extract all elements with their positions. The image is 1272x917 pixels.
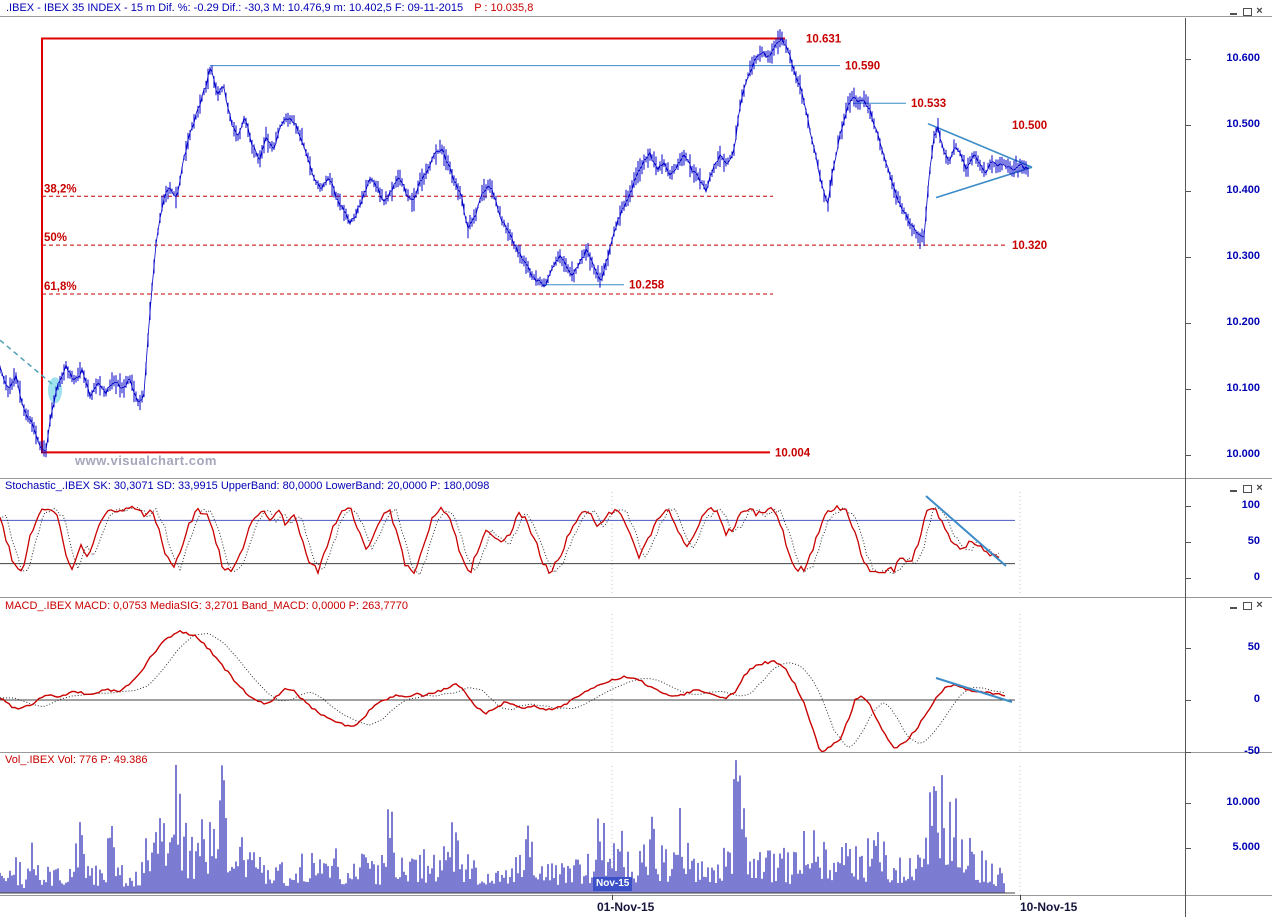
axis-tick-label: 10.300 xyxy=(1226,250,1260,262)
axis-tick-mark xyxy=(1186,803,1191,804)
fib-label: 61,8% xyxy=(44,281,77,293)
axis-tick-label: 5.000 xyxy=(1232,841,1260,853)
fib-label: 50% xyxy=(44,232,67,244)
stochastic-indicator-label: Stochastic_.IBEX SK: 30,3071 SD: 33,9915… xyxy=(5,480,490,492)
stoch-sk-series xyxy=(0,504,1000,576)
macd-trendline xyxy=(935,677,1013,703)
volume-indicator-label: Vol_.IBEX Vol: 776 P: 49.386 xyxy=(5,754,148,766)
level-label: 10.631 xyxy=(806,34,842,46)
axis-tick-mark xyxy=(1186,389,1191,390)
maximize-icon[interactable] xyxy=(1242,484,1252,493)
price-series xyxy=(0,29,1029,458)
level-label: 10.533 xyxy=(911,98,946,110)
volume-bars xyxy=(0,760,1005,893)
axis-tick-mark xyxy=(1186,323,1191,324)
macd-indicator-label: MACD_.IBEX MACD: 0,0753 MediaSIG: 3,2701… xyxy=(5,600,408,612)
axis-tick-mark xyxy=(1186,506,1191,507)
date-label: 10-Nov-15 xyxy=(1020,900,1078,914)
axis-tick-label: 0 xyxy=(1253,571,1260,583)
level-label: 10.320 xyxy=(1012,240,1047,252)
main-panel-window-controls: × xyxy=(1229,4,1264,17)
panel-separator xyxy=(0,895,1272,896)
axis-tick-label: -50 xyxy=(1244,745,1260,757)
range-box xyxy=(41,37,785,454)
chart-title-bar: .IBEX - IBEX 35 INDEX - 15 m Dif. %: -0.… xyxy=(0,0,1272,17)
minimize-icon[interactable] xyxy=(1229,484,1238,493)
panel-separator xyxy=(0,478,1272,479)
maximize-icon[interactable] xyxy=(1242,601,1252,610)
level-label: 10.258 xyxy=(629,280,665,292)
close-icon[interactable]: × xyxy=(1256,598,1263,611)
axis-tick-label: 10.600 xyxy=(1226,52,1260,64)
minimize-icon[interactable] xyxy=(1229,601,1238,610)
price-axis-strip[interactable]: 10.600 10.500 10.400 10.300 10.200 10.100 10.0… xyxy=(1186,0,1272,917)
stoch-trendline xyxy=(925,495,1007,567)
level-label: 10.004 xyxy=(775,447,811,459)
watermark: www.visualchart.com xyxy=(75,453,217,468)
fib-label: 38,2% xyxy=(44,183,77,195)
axis-tick-label: 10.200 xyxy=(1226,316,1260,328)
date-highlight-badge: Nov-15 xyxy=(593,877,633,891)
axis-tick-label: 50 xyxy=(1247,535,1260,547)
close-icon[interactable]: × xyxy=(1256,481,1263,494)
panel-separator xyxy=(0,752,1272,753)
macd-series xyxy=(0,629,1006,753)
date-tick-mark xyxy=(1020,895,1021,900)
close-icon[interactable]: × xyxy=(1256,4,1263,17)
macd-panel-window-controls: × xyxy=(1229,598,1264,611)
price-chart-panel[interactable]: 38,2% 50% 61,8% 10.631 10.590 10.533 10.500 10.… xyxy=(0,18,1185,478)
axis-tick-mark xyxy=(1186,542,1191,543)
level-label: 10.500 xyxy=(1012,120,1047,132)
axis-separator xyxy=(1185,18,1186,917)
axis-tick-label: 10.000 xyxy=(1226,796,1260,808)
axis-tick-label: 50 xyxy=(1247,641,1260,653)
axis-tick-mark xyxy=(1186,700,1191,701)
axis-tick-label: 100 xyxy=(1241,499,1260,511)
maximize-icon[interactable] xyxy=(1242,7,1252,16)
panel-separator xyxy=(0,597,1272,598)
axis-tick-label: 0 xyxy=(1253,693,1260,705)
last-price-info: P : 10.035,8 xyxy=(474,2,534,14)
axis-tick-mark xyxy=(1186,125,1191,126)
axis-tick-label: 10.000 xyxy=(1226,448,1260,460)
date-label: 01-Nov-15 xyxy=(597,900,655,914)
axis-tick-label: 10.400 xyxy=(1226,184,1260,196)
stochastic-chart-panel[interactable] xyxy=(0,492,1185,595)
date-tick-mark xyxy=(612,895,613,900)
minimize-icon[interactable] xyxy=(1229,7,1238,16)
axis-tick-mark xyxy=(1186,848,1191,849)
dashed-trendline xyxy=(0,339,59,390)
axis-tick-label: 10.500 xyxy=(1226,118,1260,130)
triangle-upper-trendline xyxy=(927,122,1033,168)
time-axis[interactable]: 01-Nov-15 10-Nov-15 xyxy=(0,895,1185,917)
axis-tick-mark xyxy=(1186,257,1191,258)
axis-tick-mark xyxy=(1186,752,1191,753)
macd-chart-panel[interactable] xyxy=(0,614,1185,753)
stochastic-panel-window-controls: × xyxy=(1229,481,1264,494)
axis-tick-mark xyxy=(1186,59,1191,60)
level-label: 10.590 xyxy=(845,61,880,73)
axis-tick-mark xyxy=(1186,455,1191,456)
axis-tick-mark xyxy=(1186,191,1191,192)
volume-chart-panel[interactable] xyxy=(0,760,1185,895)
axis-tick-mark xyxy=(1186,648,1191,649)
instrument-info: .IBEX - IBEX 35 INDEX - 15 m Dif. %: -0.… xyxy=(6,2,464,14)
axis-tick-mark xyxy=(1186,578,1191,579)
macd-signal-series xyxy=(0,632,1006,748)
axis-tick-label: 10.100 xyxy=(1226,382,1260,394)
